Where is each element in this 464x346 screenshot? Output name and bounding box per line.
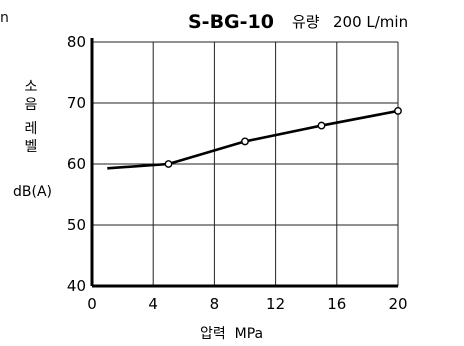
x-tick-label-3: 12 xyxy=(266,295,285,313)
y-tick-label-3: 70 xyxy=(67,94,86,112)
y-axis-label-char-2: 레 xyxy=(25,121,38,137)
x-tick-labels: 0 4 8 12 16 20 xyxy=(87,295,407,313)
chart-title-flow-label: 유량 xyxy=(292,13,320,31)
chart-title-model: S-BG-10 xyxy=(188,11,274,33)
grid-lines xyxy=(92,41,399,286)
data-point-1 xyxy=(164,160,173,168)
data-point-3 xyxy=(317,121,326,130)
x-tick-label-1: 4 xyxy=(148,295,158,313)
x-tick-label-5: 20 xyxy=(388,295,407,313)
y-axis-label-char-1: 음 xyxy=(25,97,38,113)
y-tick-label-0: 40 xyxy=(67,277,86,295)
x-tick-label-0: 0 xyxy=(87,295,97,313)
x-tick-label-2: 8 xyxy=(210,295,220,313)
y-axis-label-char-3: 벨 xyxy=(25,139,38,155)
chart-title-flow-value: 200 L/min xyxy=(333,13,408,31)
y-axis-unit: dB(A) xyxy=(13,184,52,200)
x-axis-label: 압력 MPa xyxy=(200,326,263,342)
y-tick-label-1: 50 xyxy=(67,216,86,234)
data-series xyxy=(107,107,402,170)
series-line-0 xyxy=(107,109,399,170)
data-point-2 xyxy=(241,137,249,146)
y-tick-labels: 40 50 60 70 80 xyxy=(67,33,86,295)
edge-text-fragment: n xyxy=(0,10,9,26)
axes xyxy=(90,38,398,288)
y-tick-label-2: 60 xyxy=(67,155,86,173)
y-axis-label-char-0: 소 xyxy=(25,79,38,95)
y-tick-label-4: 80 xyxy=(67,33,86,51)
data-point-4 xyxy=(394,107,402,115)
x-tick-label-4: 16 xyxy=(327,295,346,313)
